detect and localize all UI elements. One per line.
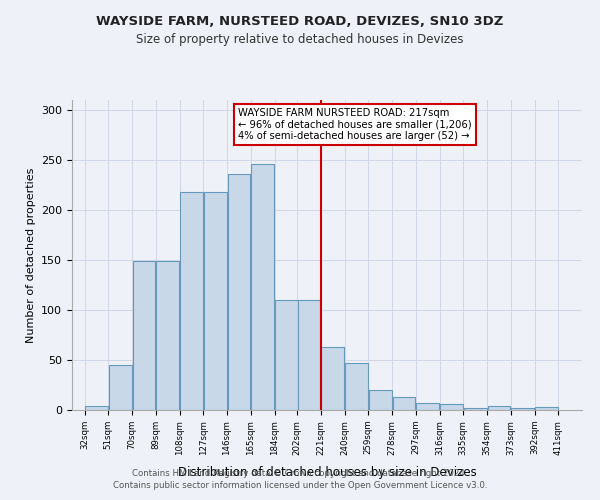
Bar xyxy=(85,406,108,410)
Bar xyxy=(109,365,131,410)
Bar xyxy=(227,174,250,410)
Bar xyxy=(369,390,392,410)
Bar xyxy=(535,407,558,410)
Bar xyxy=(345,363,368,410)
Bar xyxy=(392,397,415,410)
Bar xyxy=(156,261,179,410)
X-axis label: Distribution of detached houses by size in Devizes: Distribution of detached houses by size … xyxy=(178,466,476,478)
Bar xyxy=(251,164,274,410)
Bar xyxy=(321,347,344,410)
Text: Contains HM Land Registry data © Crown copyright and database right 2024.: Contains HM Land Registry data © Crown c… xyxy=(132,468,468,477)
Bar xyxy=(275,300,298,410)
Text: WAYSIDE FARM NURSTEED ROAD: 217sqm
← 96% of detached houses are smaller (1,206)
: WAYSIDE FARM NURSTEED ROAD: 217sqm ← 96%… xyxy=(238,108,472,141)
Text: Contains public sector information licensed under the Open Government Licence v3: Contains public sector information licen… xyxy=(113,481,487,490)
Bar xyxy=(464,408,487,410)
Bar xyxy=(204,192,227,410)
Text: Size of property relative to detached houses in Devizes: Size of property relative to detached ho… xyxy=(136,32,464,46)
Bar xyxy=(440,404,463,410)
Bar xyxy=(487,406,510,410)
Bar xyxy=(298,300,320,410)
Text: WAYSIDE FARM, NURSTEED ROAD, DEVIZES, SN10 3DZ: WAYSIDE FARM, NURSTEED ROAD, DEVIZES, SN… xyxy=(97,15,503,28)
Bar xyxy=(416,403,439,410)
Y-axis label: Number of detached properties: Number of detached properties xyxy=(26,168,35,342)
Bar xyxy=(180,192,203,410)
Bar xyxy=(133,261,155,410)
Bar xyxy=(511,408,534,410)
